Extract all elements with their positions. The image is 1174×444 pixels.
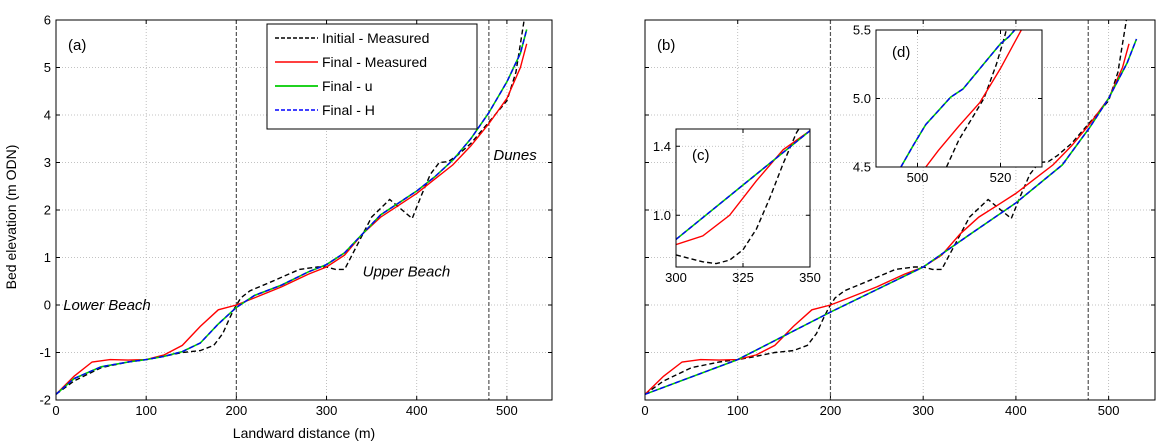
y-tick-label: 4.5 (853, 160, 871, 175)
inset-d: 500 520 4.5 5.0 5.5 (d) (853, 23, 1043, 185)
x-tick-label: 500 (1098, 403, 1120, 418)
x-tick-label: 400 (1005, 403, 1027, 418)
panel-label-b: (b) (657, 37, 675, 54)
y-tick-label: 5.5 (853, 23, 871, 38)
y-tick-label: 0 (44, 298, 51, 313)
x-tick-label: 0 (641, 403, 648, 418)
x-tick-label: 350 (799, 270, 821, 285)
y-tick-label: -2 (39, 393, 51, 408)
series-line-final-measured (56, 43, 528, 395)
y-tick-label: 2 (44, 203, 51, 218)
series-line-final-h (676, 130, 810, 240)
series-group-d (900, 30, 1022, 167)
axes-frame-a (55, 19, 553, 401)
annotation-upper-beach: Upper Beach (363, 264, 451, 281)
series-group-b (645, 20, 1138, 396)
axes-frame-d (875, 29, 1043, 168)
y-tick-label: 1 (44, 250, 51, 265)
x-tick-label: 520 (990, 170, 1012, 185)
y-axis-label: Bed elevation (m ODN) (3, 145, 19, 290)
axes-frame-b (644, 19, 1156, 401)
x-axis-label: Landward distance (m) (233, 425, 375, 441)
legend-label-final-h: Final - H (322, 102, 375, 118)
annotation-dunes: Dunes (493, 147, 537, 164)
x-tick-label: 325 (732, 270, 754, 285)
series-group-a (56, 20, 528, 395)
x-tick-label: 400 (406, 403, 428, 418)
x-tick-label: 200 (226, 403, 248, 418)
legend-label-initial-measured: Initial - Measured (322, 30, 429, 46)
series-line-final-measured (925, 30, 1022, 167)
legend: Initial - Measured Final - Measured Final … (266, 23, 478, 130)
x-tick-label: 300 (912, 403, 934, 418)
x-tick-label: 100 (727, 403, 749, 418)
series-line-final-measured (645, 43, 1130, 395)
series-line-final-h (645, 38, 1138, 395)
series-line-initial-measured (676, 129, 800, 265)
series-line-final-measured (676, 130, 810, 246)
x-tick-label: 500 (907, 170, 929, 185)
series-group-c (676, 129, 810, 265)
panel-label-c: (c) (692, 147, 710, 164)
y-tick-label: 6 (44, 13, 51, 28)
y-tick-label: 1.4 (653, 139, 671, 154)
x-tick-label: 0 (52, 403, 59, 418)
series-line-final-h (900, 30, 1016, 167)
y-tick-label: 1.0 (653, 208, 671, 223)
x-tick-label: 300 (316, 403, 338, 418)
annotation-lower-beach: Lower Beach (63, 297, 151, 314)
y-tick-label: 5 (44, 60, 51, 75)
x-tick-label: 500 (496, 403, 518, 418)
panel-label-d: (d) (892, 44, 910, 61)
inset-c: 300 325 350 1.0 1.4 (c) (653, 128, 821, 285)
y-tick-label: 5.0 (853, 91, 871, 106)
y-tick-label: 3 (44, 155, 51, 170)
x-tick-label: 100 (135, 403, 157, 418)
legend-box (266, 23, 478, 130)
series-line-final-h (56, 29, 528, 395)
axes-frame-c (675, 128, 811, 268)
legend-label-final-u: Final - u (322, 78, 373, 94)
x-tick-label: 200 (820, 403, 842, 418)
series-line-initial-measured (945, 30, 1007, 167)
panel-label-a: (a) (68, 37, 86, 54)
legend-label-final-measured: Final - Measured (322, 54, 427, 70)
x-tick-label: 300 (665, 270, 687, 285)
y-tick-label: 4 (44, 108, 51, 123)
y-tick-label: -1 (39, 345, 51, 360)
